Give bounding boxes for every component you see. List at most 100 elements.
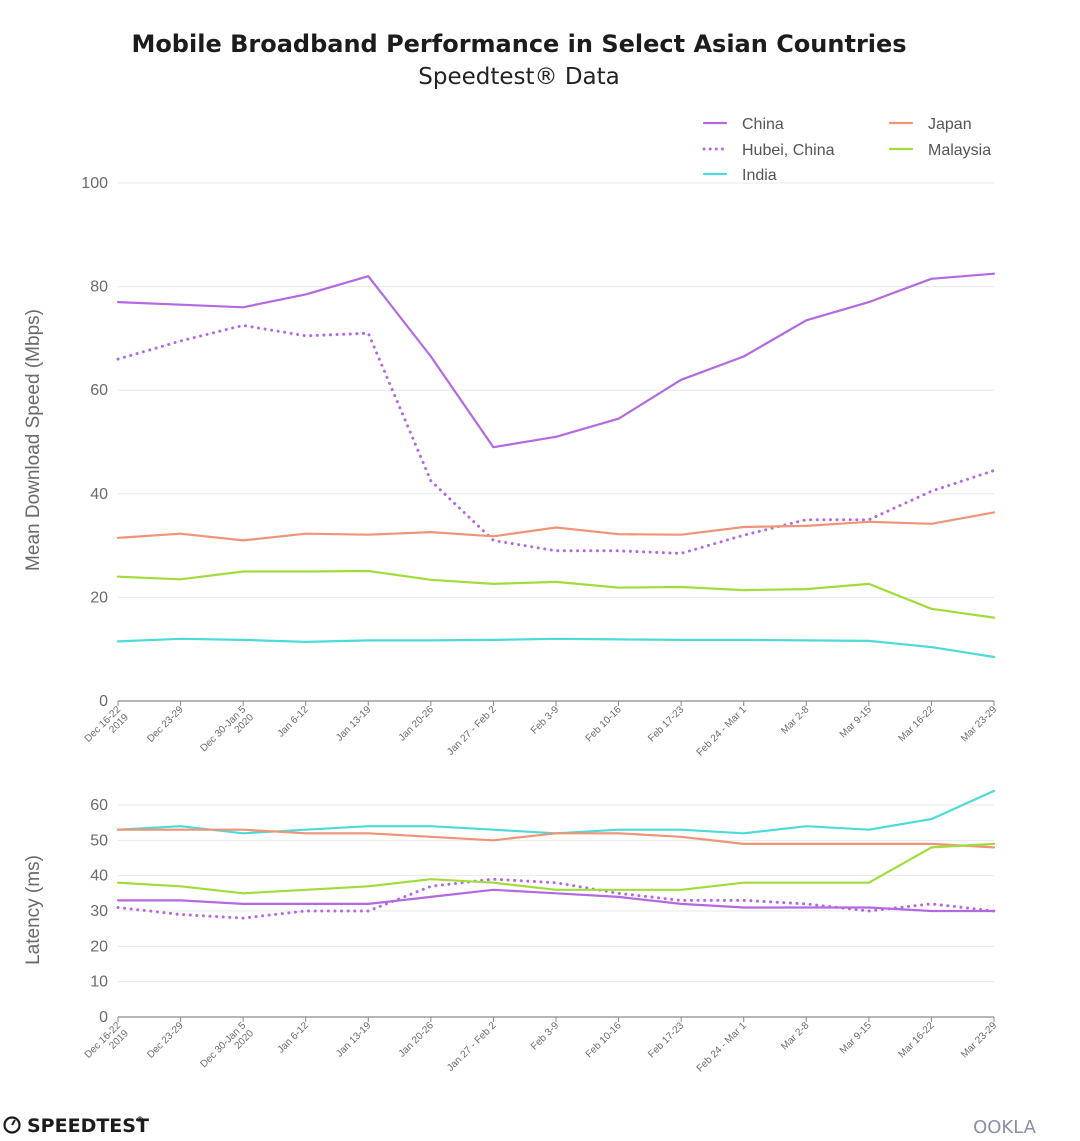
latency-xtick-label: Feb 17-23 xyxy=(646,1020,686,1060)
legend-label-india: India xyxy=(742,167,777,184)
download-point-hubei-china xyxy=(805,519,807,521)
download-point-india xyxy=(117,640,119,642)
latency-point-hubei-china xyxy=(242,917,244,919)
download-xtick-label: Mar 2-8 xyxy=(779,704,811,736)
download-point-india xyxy=(617,638,619,640)
download-point-malaysia xyxy=(179,578,181,580)
download-point-india xyxy=(743,639,745,641)
download-point-malaysia xyxy=(242,570,244,572)
latency-point-malaysia xyxy=(680,889,682,891)
download-point-india xyxy=(242,639,244,641)
latency-point-hubei-china xyxy=(930,903,932,905)
download-ytick-label: 100 xyxy=(81,175,108,192)
latency-point-malaysia xyxy=(430,878,432,880)
latency-ytick-label: 60 xyxy=(90,797,108,814)
download-xtick-label: Feb 17-23 xyxy=(646,704,686,744)
latency-chart: 0 10 20 30 40 50 60 Dec 16-222019 Dec 23-29 Dec 3… xyxy=(83,789,999,1075)
download-point-japan xyxy=(179,533,181,535)
latency-point-japan xyxy=(555,832,557,834)
latency-point-china xyxy=(367,903,369,905)
latency-xtick-label: Mar 2-8 xyxy=(779,1020,811,1052)
download-point-china xyxy=(492,446,494,448)
download-point-hubei-china xyxy=(179,340,181,342)
download-point-japan xyxy=(117,537,119,539)
download-xtick-label: Feb 24 - Mar 1 xyxy=(695,704,749,758)
latency-point-india xyxy=(492,829,494,831)
download-point-malaysia xyxy=(680,586,682,588)
download-point-malaysia xyxy=(367,570,369,572)
download-xtick-label: Jan 27 - Feb 2 xyxy=(445,704,499,758)
legend-label-japan: Japan xyxy=(928,116,972,133)
download-point-hubei-china xyxy=(868,519,870,521)
latency-point-japan xyxy=(868,843,870,845)
download-point-hubei-china xyxy=(430,480,432,482)
download-line-china xyxy=(116,272,996,449)
latency-point-malaysia xyxy=(930,846,932,848)
latency-point-malaysia xyxy=(305,889,307,891)
download-point-japan xyxy=(242,539,244,541)
latency-point-india xyxy=(617,829,619,831)
latency-point-japan xyxy=(179,829,181,831)
ookla-brand: OOKLA xyxy=(973,1117,1037,1138)
download-point-china xyxy=(805,319,807,321)
latency-point-india xyxy=(305,829,307,831)
download-point-japan xyxy=(555,526,557,528)
download-point-china xyxy=(868,301,870,303)
latency-point-india xyxy=(680,829,682,831)
download-ytick-label: 20 xyxy=(90,589,108,606)
latency-point-china xyxy=(179,899,181,901)
latency-point-china xyxy=(868,906,870,908)
download-ytick-label: 40 xyxy=(90,486,108,503)
legend: China Hubei, China India Japan Malaysia xyxy=(702,116,991,184)
latency-point-hubei-china xyxy=(868,910,870,912)
latency-ytick-label: 10 xyxy=(90,974,108,991)
latency-xtick-label: Jan 20-26 xyxy=(397,1020,437,1060)
latency-point-japan xyxy=(680,836,682,838)
download-point-china xyxy=(367,275,369,277)
ylabel-latency: Latency (ms) xyxy=(23,855,44,965)
latency-point-hubei-china xyxy=(743,899,745,901)
ylabel-download: Mean Download Speed (Mbps) xyxy=(23,309,44,571)
download-point-hubei-china xyxy=(930,490,932,492)
latency-point-malaysia xyxy=(117,882,119,884)
latency-point-japan xyxy=(430,836,432,838)
latency-point-hubei-china xyxy=(492,878,494,880)
download-xtick-label: Dec 16-222019 xyxy=(83,704,131,752)
download-point-hubei-china xyxy=(743,534,745,536)
latency-point-india xyxy=(430,825,432,827)
download-point-china xyxy=(555,436,557,438)
download-xtick-label: Mar 23-29 xyxy=(959,704,999,744)
latency-point-malaysia xyxy=(367,885,369,887)
latency-point-malaysia xyxy=(242,892,244,894)
download-point-japan xyxy=(680,534,682,536)
latency-point-china xyxy=(930,910,932,912)
download-xtick-label: Mar 16-22 xyxy=(897,704,937,744)
download-point-india xyxy=(179,638,181,640)
download-point-china xyxy=(680,379,682,381)
download-point-india xyxy=(492,639,494,641)
download-point-china xyxy=(993,273,995,275)
latency-xtick-label: Mar 16-22 xyxy=(897,1020,937,1060)
download-point-china xyxy=(305,293,307,295)
download-ytick-label: 60 xyxy=(90,382,108,399)
download-point-japan xyxy=(930,523,932,525)
speedtest-gauge-icon xyxy=(3,1116,21,1134)
latency-ytick-label: 30 xyxy=(90,903,108,920)
latency-line-china xyxy=(116,888,996,913)
latency-point-japan xyxy=(743,843,745,845)
latency-point-malaysia xyxy=(743,882,745,884)
legend-label-malaysia: Malaysia xyxy=(928,142,991,159)
download-point-malaysia xyxy=(555,581,557,583)
download-point-hubei-china xyxy=(117,358,119,360)
download-point-india xyxy=(555,638,557,640)
latency-point-hubei-china xyxy=(117,906,119,908)
download-xtick-label: Dec 30-Jan 52020 xyxy=(198,704,256,762)
download-point-malaysia xyxy=(993,617,995,619)
download-xtick-label: Mar 9-15 xyxy=(838,704,874,740)
latency-point-china xyxy=(743,906,745,908)
legend-label-hubei-china: Hubei, China xyxy=(742,142,835,159)
latency-point-india xyxy=(930,818,932,820)
latency-xtick-label: Jan 27 - Feb 2 xyxy=(445,1020,499,1074)
download-point-japan xyxy=(430,531,432,533)
